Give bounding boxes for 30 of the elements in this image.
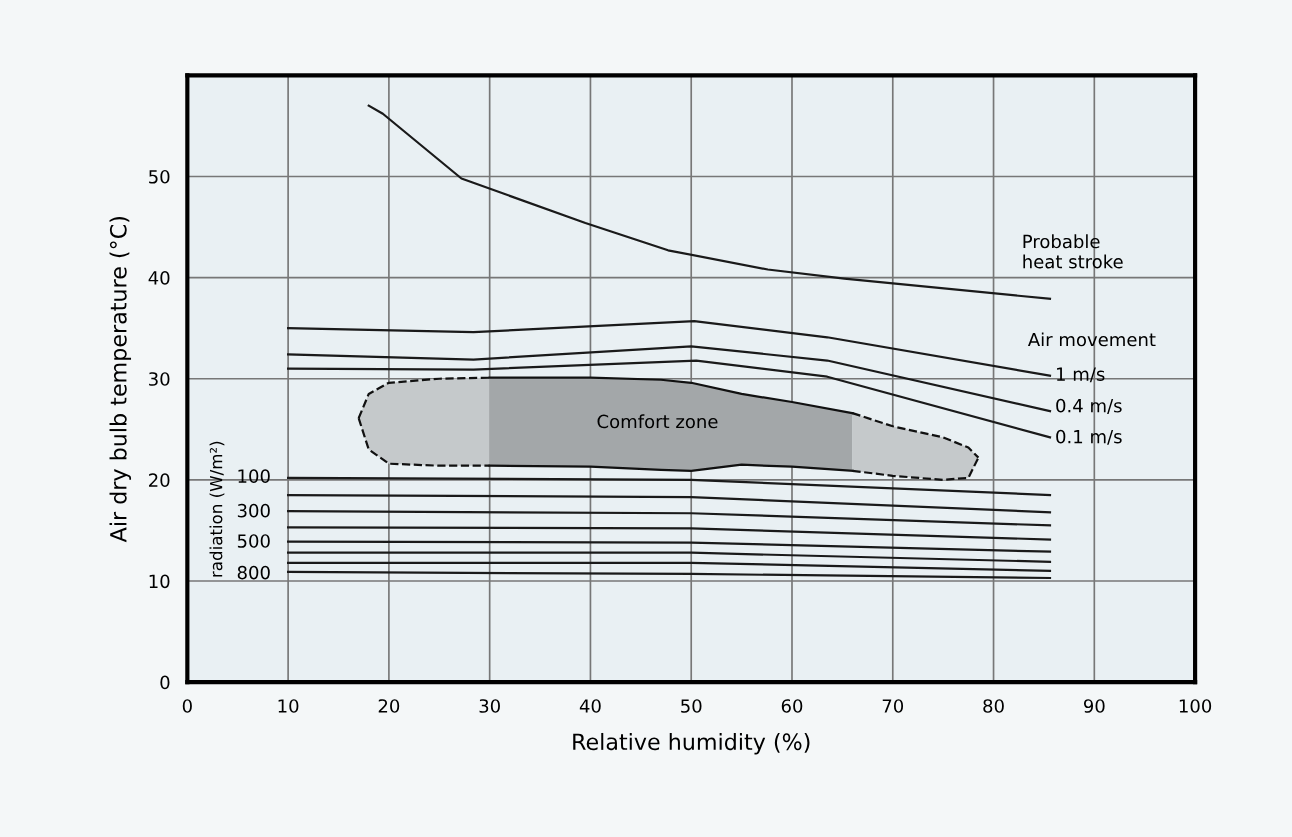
y-tick-label: 30 — [149, 372, 170, 386]
annotation: 300 — [237, 503, 270, 518]
y-tick-label: 0 — [160, 675, 170, 690]
annotation: radiation (W/m²) — [209, 441, 225, 577]
y-axis-title: Air dry bulb temperature (°C) — [109, 217, 132, 543]
annotation: 800 — [237, 565, 270, 580]
annotation: 500 — [237, 534, 270, 548]
annotation: Comfort zone — [597, 414, 718, 429]
annotation: Air movement — [1027, 332, 1156, 347]
x-tick-label: 80 — [983, 699, 1004, 713]
annotation: 0.1 m/s — [1056, 429, 1122, 445]
x-tick-label: 0 — [182, 699, 192, 713]
x-tick-label: 70 — [882, 699, 904, 713]
annotation: Probable heat stroke — [1023, 234, 1123, 269]
x-tick-label: 20 — [378, 699, 400, 713]
y-tick-label: 50 — [149, 169, 170, 184]
x-tick-label: 10 — [278, 699, 299, 713]
x-tick-label: 40 — [579, 699, 601, 713]
y-tick-label: 10 — [149, 574, 170, 589]
y-tick-label: 40 — [148, 271, 170, 285]
annotation: 0.4 m/s — [1056, 398, 1122, 414]
x-axis-title: Relative humidity (%) — [573, 732, 810, 755]
y-tick-label: 20 — [149, 473, 170, 487]
annotation: 100 — [238, 469, 270, 483]
x-tick-label: 60 — [781, 699, 803, 713]
x-tick-label: 100 — [1179, 699, 1212, 713]
x-tick-label: 30 — [479, 699, 500, 713]
x-tick-label: 50 — [681, 699, 702, 713]
x-tick-label: 90 — [1083, 699, 1105, 713]
annotation: 1 m/s — [1057, 367, 1105, 383]
